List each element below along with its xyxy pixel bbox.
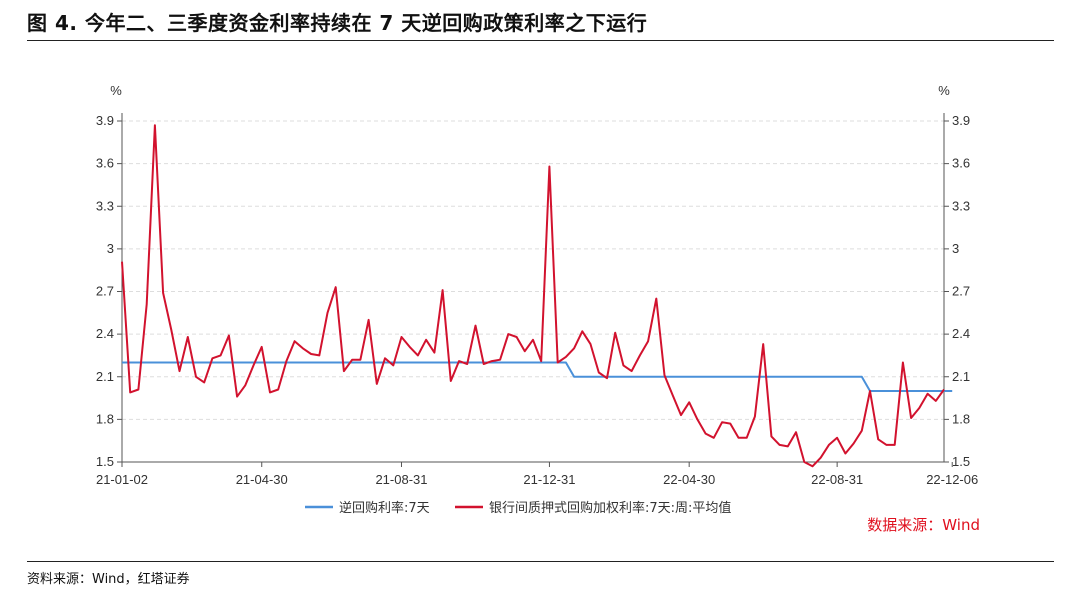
chart-source-note: 数据来源：Wind — [867, 516, 980, 534]
y-tick-label-right: 2.7 — [952, 284, 970, 299]
y-tick-label-left: 3.6 — [96, 156, 114, 171]
series-lines — [121, 124, 953, 468]
x-tick-label: 21-08-31 — [375, 472, 427, 487]
y-tick-label-left: 2.1 — [96, 369, 114, 384]
legend-label: 银行间质押式回购加权利率:7天:周:平均值 — [489, 500, 731, 516]
y-tick-label-right: 3.9 — [952, 113, 970, 128]
y-tick-label-right: 1.5 — [952, 454, 970, 469]
y-tick-label-left: 2.7 — [96, 284, 114, 299]
y-tick-label-left: 3 — [107, 241, 114, 256]
x-tick-label: 21-01-02 — [96, 472, 148, 487]
figure-title: 图 4. 今年二、三季度资金利率持续在 7 天逆回购政策利率之下运行 — [27, 11, 648, 35]
grid-lines — [122, 120, 944, 420]
y-tick-label-right: 3 — [952, 241, 959, 256]
series-line-reverse-repo — [122, 361, 953, 392]
title-rule — [27, 40, 1054, 41]
x-tick-label: 22-12-06 — [926, 472, 978, 487]
y-tick-label-left: 1.5 — [96, 454, 114, 469]
series-line-dr007 — [121, 124, 945, 468]
legend-label: 逆回购利率:7天 — [339, 500, 430, 516]
x-tick-label: 22-04-30 — [663, 472, 715, 487]
y-tick-label-right: 2.1 — [952, 369, 970, 384]
y-tick-label-right: 3.6 — [952, 156, 970, 171]
y-tick-label-left: 3.9 — [96, 113, 114, 128]
y-tick-label-right: 3.3 — [952, 198, 970, 213]
y-tick-label-right: 1.8 — [952, 411, 970, 426]
y-unit-right: % — [938, 83, 950, 98]
footer-rule — [27, 561, 1054, 562]
y-tick-label-right: 2.4 — [952, 326, 970, 341]
x-tick-label: 21-12-31 — [523, 472, 575, 487]
legend: 逆回购利率:7天 银行间质押式回购加权利率:7天:周:平均值 — [305, 500, 731, 516]
x-tick-label: 22-08-31 — [811, 472, 863, 487]
axes: 1.5 1.5 1.8 1.8 2.1 2.1 2.4 2.4 2.7 2.7 3 3 3.3 3.3 3.… — [96, 83, 978, 487]
y-tick-label-left: 1.8 — [96, 411, 114, 426]
y-tick-label-left: 2.4 — [96, 326, 114, 341]
y-tick-label-left: 3.3 — [96, 198, 114, 213]
y-unit-left: % — [110, 83, 122, 98]
x-tick-label: 21-04-30 — [236, 472, 288, 487]
footer-source: 资料来源：Wind，红塔证券 — [27, 572, 190, 587]
